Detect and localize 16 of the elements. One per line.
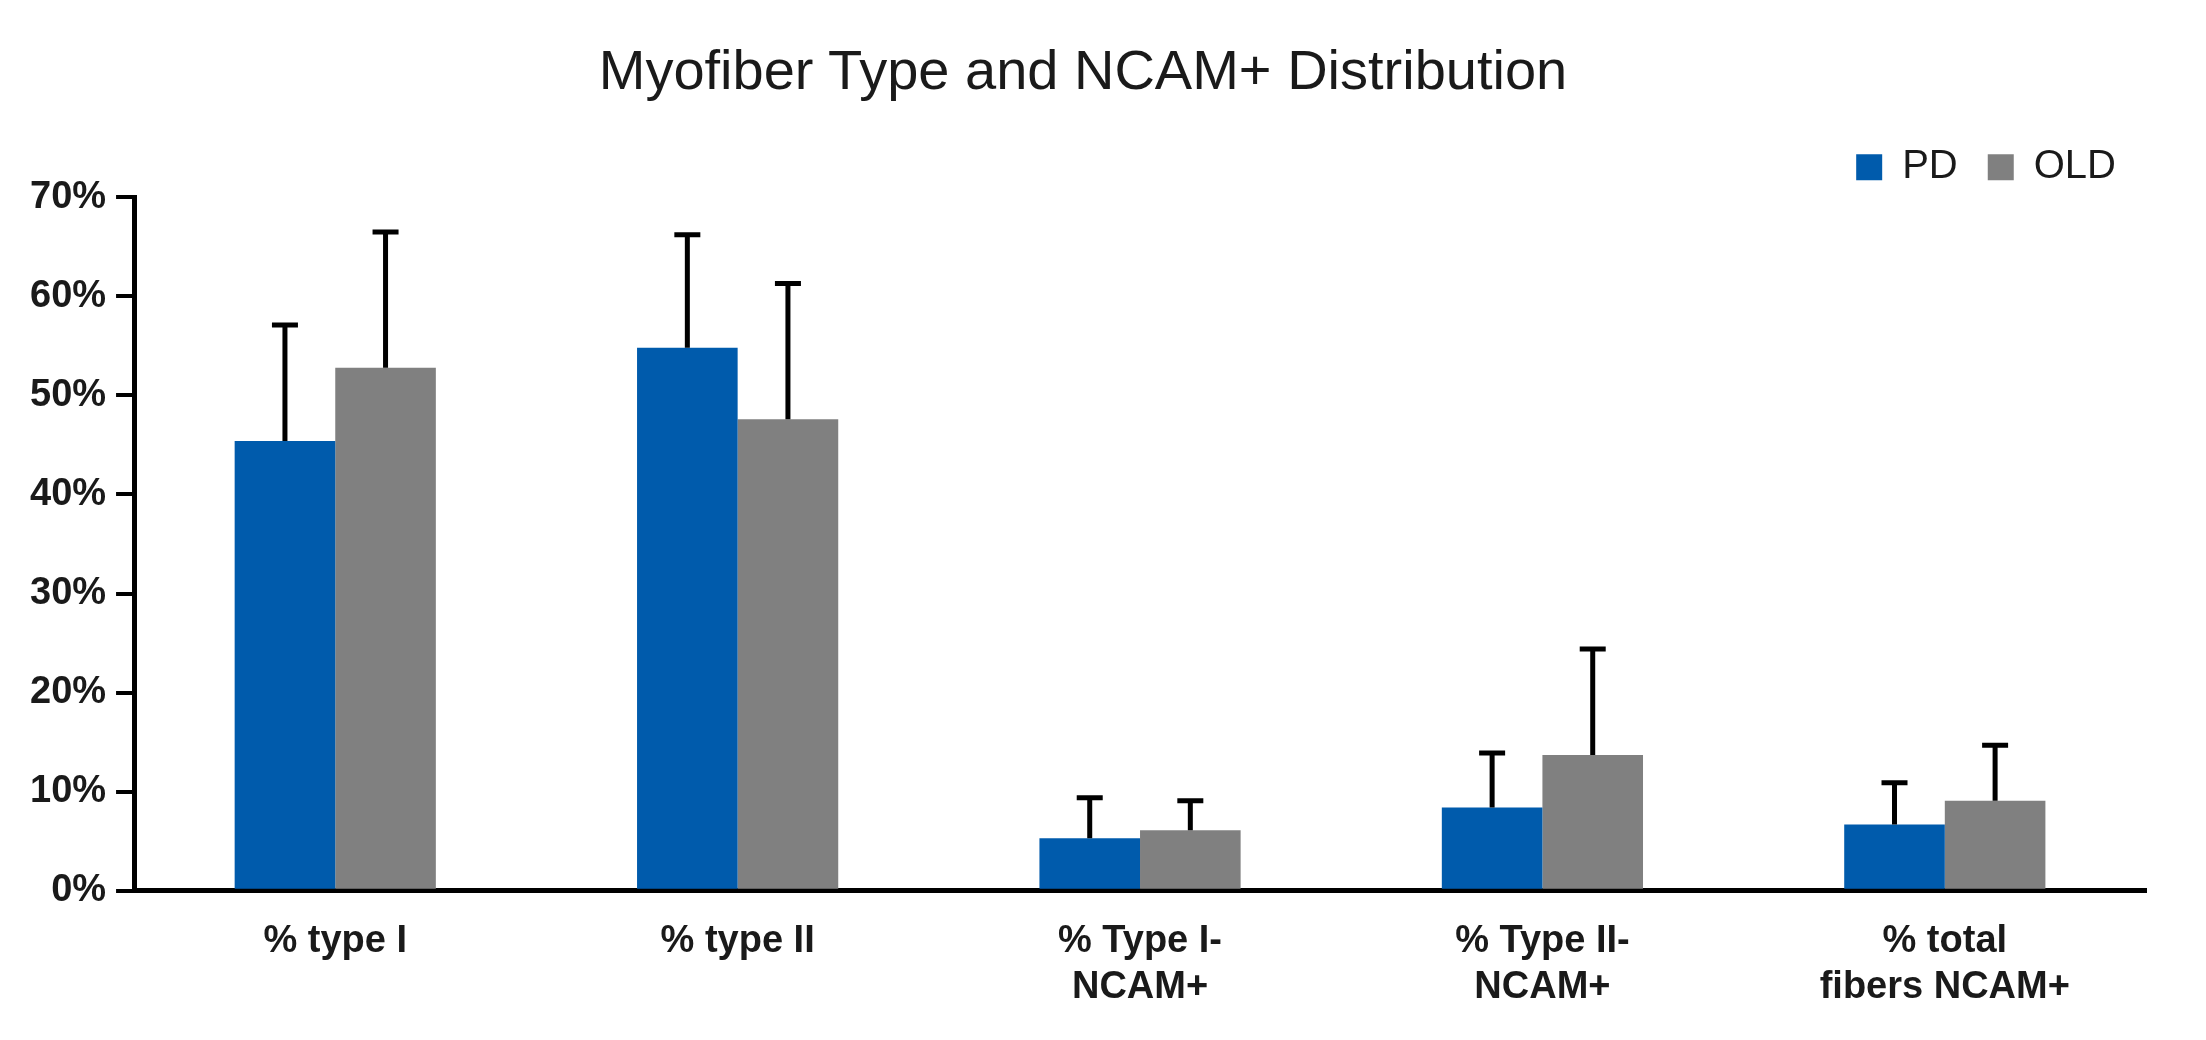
y-tick-label: 60% [29, 272, 107, 315]
x-tick-label: % type I [263, 918, 408, 961]
y-tick-label: 10% [29, 768, 107, 811]
x-tick-label: % total fibers NCAM+ [1819, 918, 2070, 1006]
y-tick-label: 50% [29, 371, 107, 414]
y-tick-label: 30% [29, 570, 107, 613]
x-tick-label: % type II [660, 918, 815, 961]
y-tick-label: 70% [29, 173, 107, 216]
legend-label: PD [1902, 142, 1958, 187]
y-tick-label: 20% [29, 669, 107, 712]
y-tick-label: 0% [51, 867, 107, 910]
y-tick-label: 40% [29, 470, 107, 513]
x-tick-label: % Type II-NCAM+ [1455, 918, 1630, 1006]
chart-title: Myofiber Type and NCAM+ Distribution [598, 38, 1568, 102]
x-tick-label: % Type I-NCAM+ [1058, 918, 1223, 1006]
legend-label: OLD [2033, 142, 2116, 187]
